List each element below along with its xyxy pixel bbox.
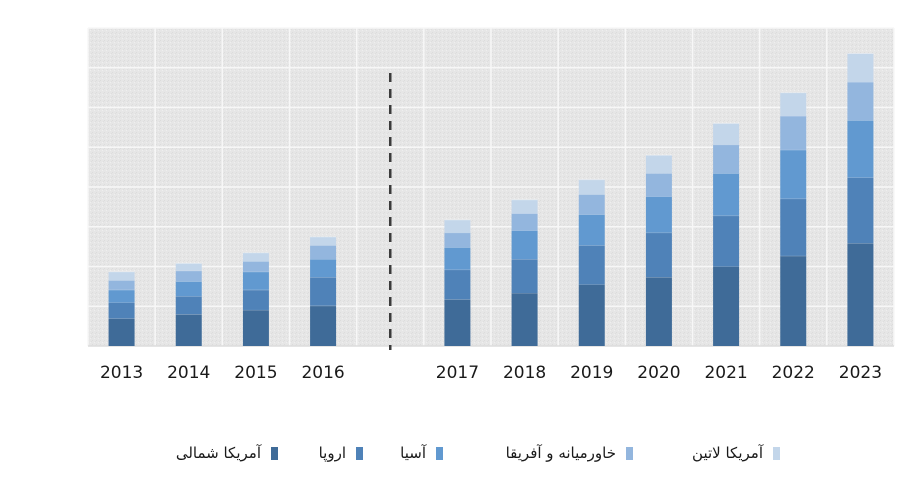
bar-segment-2017-series-1: [444, 269, 471, 300]
bar-segment-2018-series-0: [511, 293, 538, 346]
bar-segment-2023-series-0: [847, 243, 874, 346]
bar-segment-2022-series-4: [780, 92, 807, 116]
bar-segment-2016-series-0: [310, 305, 337, 346]
x-axis-tick-labels: 2013 2014 2015 2016 2017 2018 2019 2020 2021 2022…: [100, 363, 882, 383]
bar-segment-2019-series-4: [578, 179, 605, 195]
legend-item-europe: اروپا: [293, 438, 363, 468]
bar-segment-2014-series-0: [175, 314, 202, 346]
bar-segment-2018-series-4: [511, 199, 538, 214]
bar-segment-2015-series-1: [242, 289, 269, 310]
bar-segment-2020-series-4: [645, 155, 672, 174]
legend-swatch-latin-america: [773, 446, 780, 460]
x-tick-label-2019: 2019: [570, 363, 613, 383]
bar-segment-2014-series-3: [175, 270, 202, 282]
bar-segment-2020-series-3: [645, 173, 672, 197]
x-tick-label-2015: 2015: [234, 363, 277, 383]
bar-segment-2018-series-2: [511, 230, 538, 260]
bar-segment-2014-series-1: [175, 296, 202, 315]
bar-segment-2016-series-1: [310, 277, 337, 306]
bar-segment-2020-series-1: [645, 232, 672, 278]
bar-segment-2023-series-1: [847, 177, 874, 244]
grid-lines: [87, 27, 895, 347]
bar-segment-2015-series-3: [242, 261, 269, 272]
x-tick-label-2021: 2021: [704, 363, 747, 383]
bar-segment-2018-series-1: [511, 259, 538, 293]
bar-segment-2023-series-2: [847, 120, 874, 178]
bar-segment-2013-series-3: [108, 280, 135, 290]
bar-segment-2021-series-3: [713, 144, 740, 174]
legend-label-latin-america: آمریکا لاتین: [692, 444, 763, 462]
bar-segment-2016-series-4: [310, 236, 337, 246]
bar-segment-2015-series-2: [242, 271, 269, 290]
bar-segment-2019-series-2: [578, 214, 605, 246]
legend-label-middle-east-africa: خاورمیانه و آفریقا: [505, 444, 616, 462]
x-tick-label-2020: 2020: [637, 363, 680, 383]
bar-segment-2013-series-4: [108, 271, 135, 281]
bar-segment-2013-series-1: [108, 302, 135, 319]
x-tick-label-2017: 2017: [436, 363, 479, 383]
bar-segment-2015-series-4: [242, 252, 269, 262]
bar-segment-2022-series-1: [780, 198, 807, 256]
bar-segment-2019-series-3: [578, 194, 605, 215]
x-tick-label-2013: 2013: [100, 363, 143, 383]
bar-segment-2014-series-2: [175, 281, 202, 297]
bar-segment-2017-series-3: [444, 232, 471, 248]
bar-segment-2022-series-3: [780, 115, 807, 150]
legend: آمریکا شمالی اروپا آسیا خاورمیانه و آفری…: [0, 438, 917, 468]
bar-segment-2019-series-0: [578, 284, 605, 346]
bar-segment-2015-series-0: [242, 309, 269, 346]
legend-swatch-north-america: [271, 446, 278, 460]
legend-swatch-asia: [436, 446, 443, 460]
bar-segment-2021-series-1: [713, 215, 740, 267]
legend-label-north-america: آمریکا شمالی: [175, 444, 261, 462]
legend-label-europe: اروپا: [318, 444, 346, 462]
bar-segment-2021-series-4: [713, 123, 740, 145]
bar-segment-2019-series-1: [578, 245, 605, 285]
bar-segment-2022-series-2: [780, 149, 807, 199]
legend-item-latin-america: آمریکا لاتین: [660, 438, 780, 468]
bar-segment-2017-series-2: [444, 247, 471, 270]
bars: [108, 52, 874, 346]
x-tick-label-2018: 2018: [503, 363, 546, 383]
bar-segment-2022-series-0: [780, 255, 807, 346]
bar-segment-2020-series-0: [645, 277, 672, 346]
bar-segment-2013-series-0: [108, 318, 135, 346]
x-tick-label-2016: 2016: [301, 363, 344, 383]
bar-segment-2017-series-4: [444, 219, 471, 233]
x-tick-label-2023: 2023: [839, 363, 882, 383]
legend-swatch-europe: [356, 446, 363, 460]
bar-segment-2021-series-2: [713, 173, 740, 216]
bar-segment-2016-series-3: [310, 245, 337, 260]
bar-segment-2016-series-2: [310, 259, 337, 278]
bar-segment-2023-series-4: [847, 53, 874, 83]
x-tick-label-2022: 2022: [772, 363, 815, 383]
legend-item-asia: آسیا: [373, 438, 443, 468]
x-tick-label-2014: 2014: [167, 363, 210, 383]
legend-label-asia: آسیا: [400, 444, 426, 462]
legend-item-north-america: آمریکا شمالی: [158, 438, 278, 468]
bar-segment-2014-series-4: [175, 263, 202, 271]
bar-segment-2020-series-2: [645, 196, 672, 233]
bar-segment-2013-series-2: [108, 289, 135, 303]
legend-item-middle-east-africa: خاورمیانه و آفریقا: [488, 438, 633, 468]
bar-segment-2017-series-0: [444, 299, 471, 346]
bar-segment-2018-series-3: [511, 213, 538, 231]
bar-segment-2023-series-3: [847, 82, 874, 121]
legend-swatch-middle-east-africa: [626, 446, 633, 460]
bar-segment-2021-series-0: [713, 266, 740, 346]
